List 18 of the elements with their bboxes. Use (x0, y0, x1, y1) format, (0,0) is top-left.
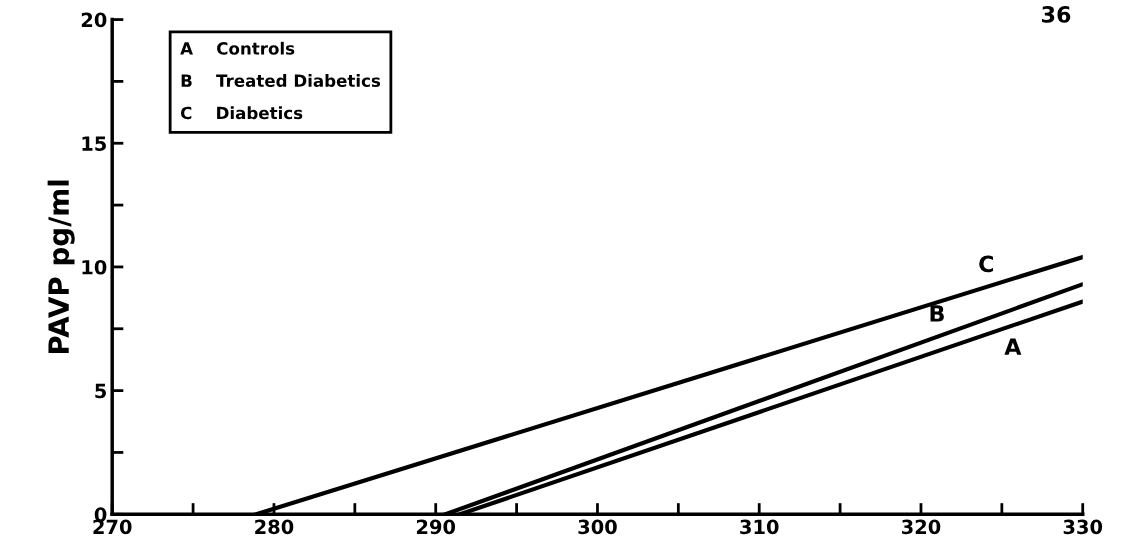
text: A Controls (180, 41, 295, 55)
annotation: B (930, 305, 944, 322)
annotation: 36 (1042, 5, 1071, 23)
x-tick-label: 310 (740, 519, 779, 535)
x-tick-label: 280 (255, 519, 294, 535)
x-tick-label: 300 (578, 519, 617, 535)
y-tick-label: 20 (81, 12, 107, 28)
x-tick-label: 320 (901, 519, 941, 535)
annotation: A (1004, 338, 1022, 355)
annotation: C (979, 255, 993, 273)
x-tick-label: 290 (416, 519, 456, 535)
text: C Diabetics (180, 106, 303, 120)
y-tick-label: 10 (82, 259, 107, 275)
y-tick-label: 15 (82, 136, 106, 151)
x-tick-label: 330 (1063, 519, 1103, 535)
text: B Treated Diabetics (181, 74, 381, 87)
y-tick-label: 5 (95, 383, 106, 399)
y-axis-title: PAVP pg/ml (47, 180, 75, 354)
